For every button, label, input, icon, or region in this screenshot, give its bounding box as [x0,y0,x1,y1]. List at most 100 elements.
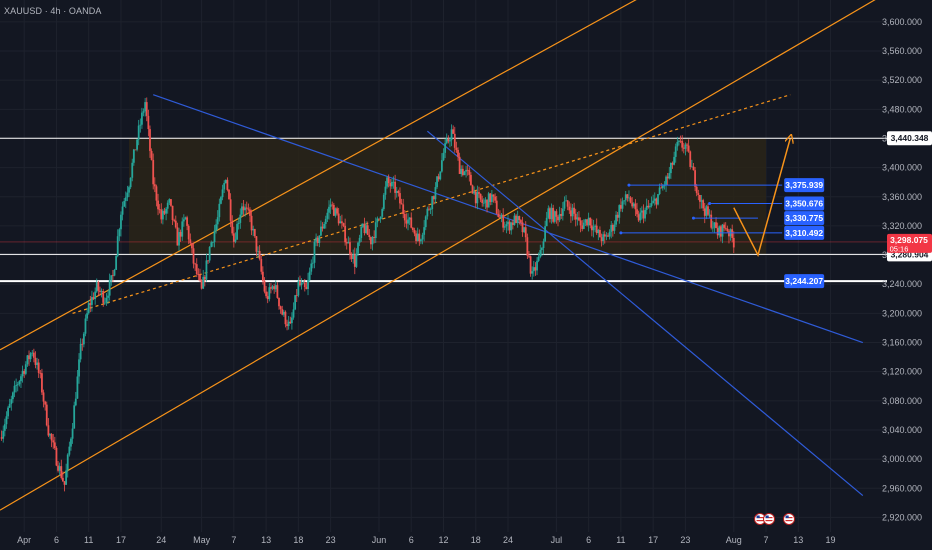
badge-text: 3,244.207 [785,276,823,286]
label-3350[interactable]: 3,350.676 [784,196,825,211]
x-axis[interactable]: Apr 6 11 17 24 May 7 13 18 23 Jun 6 12 18 24 Jul 6 11 17 23… [17,535,835,545]
candle-body [60,466,63,478]
blue-channel-lower[interactable] [426,130,864,497]
candle-body [147,115,150,130]
badge-box [887,131,932,146]
candle-body [221,189,224,198]
candle-body [578,217,580,221]
candles [0,97,735,492]
marker-dot [627,183,631,187]
label-3330[interactable]: 3,330.775 [784,211,825,226]
candle-body [226,179,229,190]
candle-body [197,274,200,276]
x-tick-label: 24 [503,535,513,545]
x-tick-label: 11 [616,535,625,545]
candle-body [203,276,206,280]
candle-body [218,203,221,218]
candle-body [118,229,121,237]
candle-body [684,144,687,149]
x-tick-label: Jul [551,535,563,545]
candle-body [41,373,43,393]
candle-body [0,437,3,439]
marker-dot [708,202,712,206]
y-tick-label: 3,080.000 [882,396,922,406]
candle-body [173,219,176,221]
candle-body [452,129,455,134]
candle-body [132,149,135,163]
candle-body [365,225,367,233]
candle-body [539,250,542,257]
candle-body [534,267,537,271]
candle-body [645,205,648,210]
candle-body [699,194,701,202]
candle-body [620,205,622,209]
candle-body [208,247,211,261]
candle-body [110,275,113,281]
candle-body [79,343,82,360]
candle-body [663,185,666,187]
candle-body [329,204,332,207]
candle-body [597,229,600,234]
projection-arrow[interactable] [733,138,790,258]
x-tick-label: 6 [586,535,591,545]
candle-body [307,280,309,289]
candle-body [553,211,556,222]
candle-body [294,295,297,310]
candle-body [57,465,59,471]
candle-body [182,219,185,222]
label-3375[interactable]: 3,375.939 [784,178,825,193]
candle-body [547,208,550,218]
orange-channel-lower[interactable] [0,0,887,511]
candle-body [437,176,440,180]
candle-body [490,194,493,202]
candle-body [49,434,51,436]
candle-body [418,233,421,242]
orange-channel-upper[interactable] [0,0,887,351]
candle-body [673,156,676,165]
candle-body [274,285,277,290]
candle-body [271,286,274,289]
label-3244[interactable]: 3,244.207 [784,274,825,289]
candle-body [252,229,255,231]
candle-body [320,226,322,236]
event-flag-icon[interactable] [763,513,775,525]
event-flag-icon[interactable] [783,513,795,525]
plot-area[interactable] [0,0,887,532]
candle-body [340,221,343,224]
y-tick-label: 3,200.000 [882,308,922,318]
candle-body [586,219,588,226]
candle-body [455,147,458,150]
range-box[interactable] [129,138,767,255]
badge-text: 3,330.775 [785,213,823,223]
candle-body [565,200,567,202]
candle-body [384,186,387,195]
candle-body [142,111,145,113]
x-tick-label: May [193,535,211,545]
candle-body [36,362,38,365]
label-3440[interactable]: 3,440.348 [887,131,932,146]
candle-body [545,217,548,227]
candle-body [94,291,97,300]
candle-body [24,364,27,374]
x-tick-label: 11 [84,535,93,545]
candle-body [434,187,437,200]
candle-body [160,209,163,220]
candle-body [91,297,93,305]
candle-body [347,242,350,244]
marker-dot [619,231,623,235]
candle-body [37,362,40,373]
candle-body [424,216,427,228]
candle-body [652,200,655,204]
candle-body [71,428,74,439]
candle-body [257,250,259,252]
orange-channel-mid[interactable] [72,94,791,314]
candle-body [445,138,448,144]
x-tick-label: 7 [764,535,769,545]
y-tick-label: 2,960.000 [882,483,922,493]
candle-body [99,290,101,292]
label-3310[interactable]: 3,310.492 [784,225,825,240]
x-tick-label: 17 [648,535,658,545]
candle-body [415,233,417,242]
